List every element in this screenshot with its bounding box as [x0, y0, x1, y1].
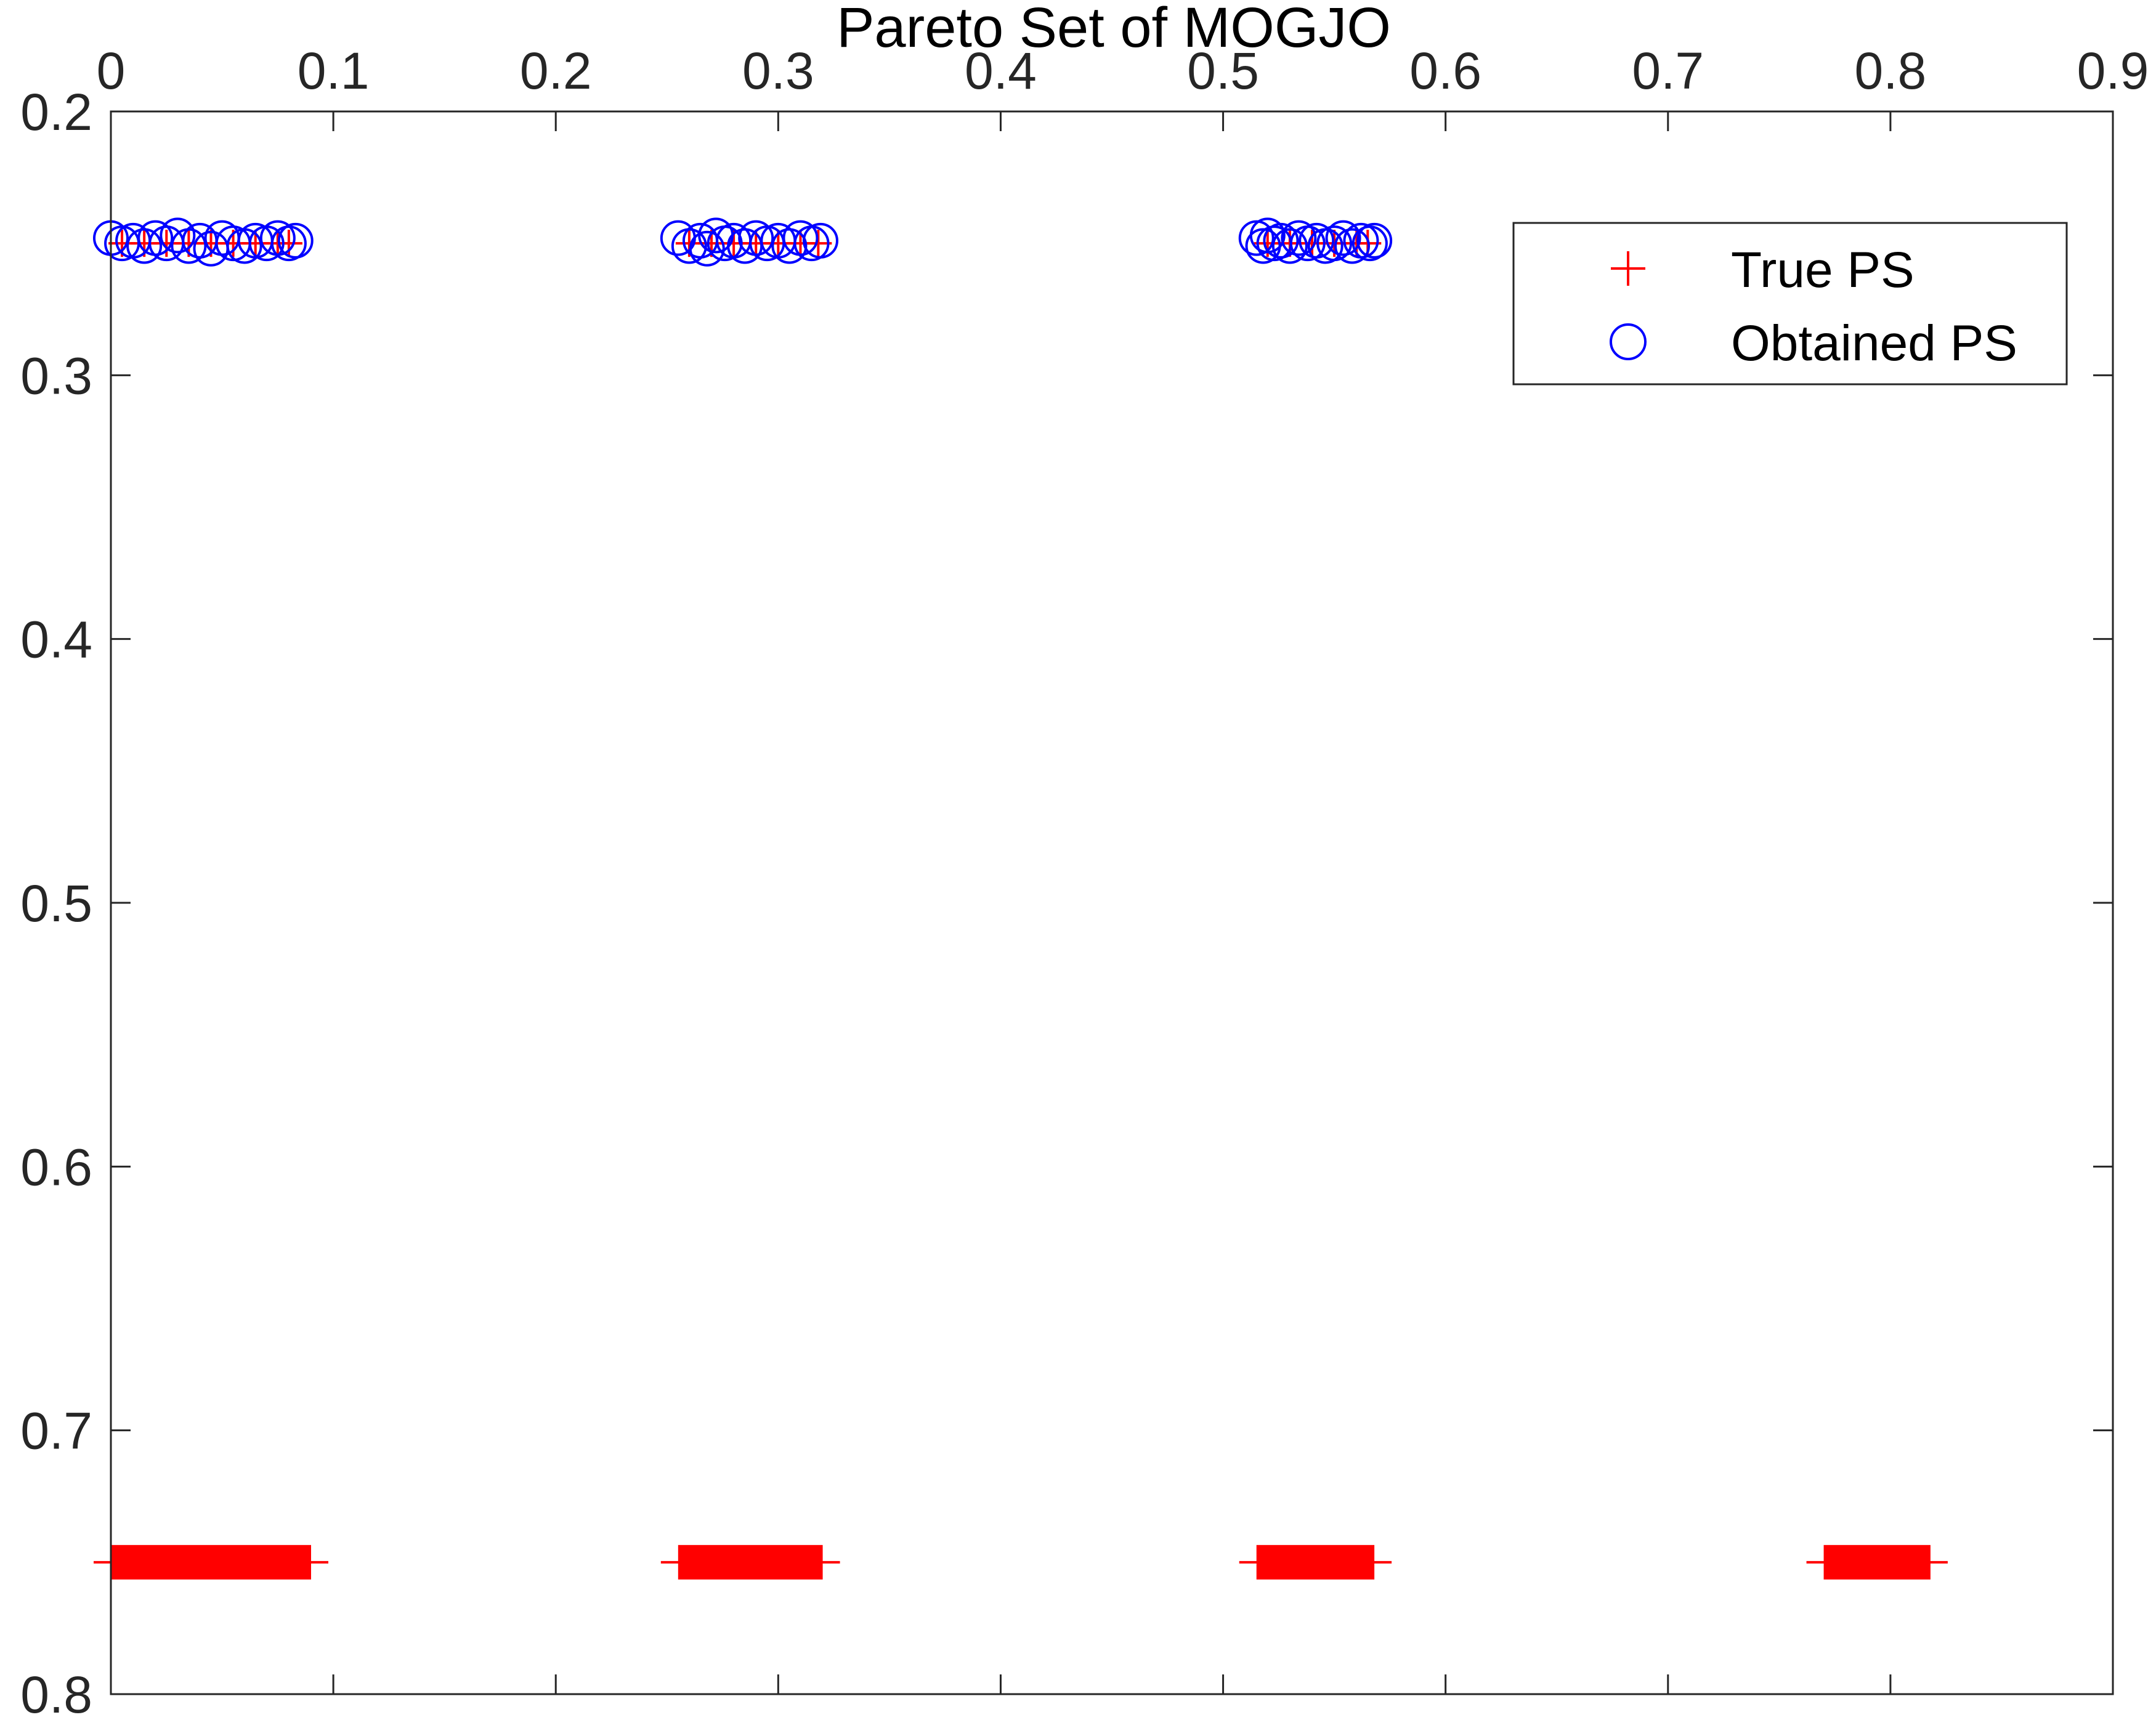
true-ps-band-3: [1823, 1544, 1931, 1580]
obtained-ps-point-29: [771, 228, 808, 264]
true-ps-band-1: [678, 1544, 823, 1580]
obtained-ps-point-6: [160, 217, 196, 254]
legend-marker-obtained-ps: [1610, 323, 1647, 360]
y-tick-label-2: 0.4: [20, 611, 92, 669]
obtained-ps-point-43: [1316, 225, 1353, 262]
obtained-ps-point-17: [277, 222, 314, 259]
x-tick-label-7: 0.7: [1632, 42, 1704, 100]
obtained-ps-point-32: [802, 222, 838, 259]
y-tick-label-6: 0.8: [20, 1666, 92, 1720]
true-ps-band-2: [1256, 1544, 1375, 1580]
legend-label-obtained-ps: Obtained PS: [1731, 315, 2017, 371]
y-tick-label-5: 0.7: [20, 1402, 92, 1460]
x-tick-label-6: 0.6: [1409, 42, 1481, 100]
obtained-ps-point-39: [1281, 220, 1317, 256]
obtained-ps-point-38: [1271, 228, 1308, 264]
obtained-ps-point-45: [1334, 228, 1370, 264]
x-tick-label-9: 0.9: [2077, 42, 2149, 100]
x-tick-label-1: 0.1: [298, 42, 370, 100]
chart-title: Pareto Set of MOGJO: [837, 0, 1391, 59]
plot-marks: [93, 217, 1948, 1580]
legend-label-true-ps: True PS: [1731, 242, 1915, 298]
x-tick-label-2: 0.2: [520, 42, 592, 100]
x-tick-label-5: 0.5: [1187, 42, 1259, 100]
x-tick-label-4: 0.4: [965, 42, 1037, 100]
y-tick-label-4: 0.6: [20, 1138, 92, 1196]
obtained-ps-point-44: [1325, 220, 1361, 256]
obtained-ps-point-41: [1299, 222, 1335, 259]
legend-marker-true-ps: [1611, 251, 1645, 286]
x-tick-label-0: 0: [97, 42, 126, 100]
true-ps-band-0: [111, 1544, 311, 1580]
legend: True PS Obtained PS: [1512, 222, 2068, 386]
obtained-ps-point-47: [1352, 225, 1388, 262]
obtained-ps-point-3: [126, 228, 163, 264]
y-tick-label-0: 0.2: [20, 83, 92, 141]
y-tick-label-3: 0.5: [20, 874, 92, 932]
x-tick-label-3: 0.3: [742, 42, 814, 100]
y-tick-label-1: 0.3: [20, 347, 92, 405]
obtained-ps-point-37: [1263, 222, 1299, 259]
obtained-ps-point-48: [1356, 222, 1393, 259]
obtained-ps-point-33: [1238, 220, 1275, 256]
obtained-ps-point-21: [689, 230, 725, 267]
legend-box: [1512, 222, 2068, 386]
axis-ticks: 0 0.1 0.2 0.3 0.4 0.5 0.6 0.7 0.8 0.9 0.2 0.3 0.4 0.5…: [20, 42, 2149, 1720]
x-tick-label-8: 0.8: [1854, 42, 1926, 100]
